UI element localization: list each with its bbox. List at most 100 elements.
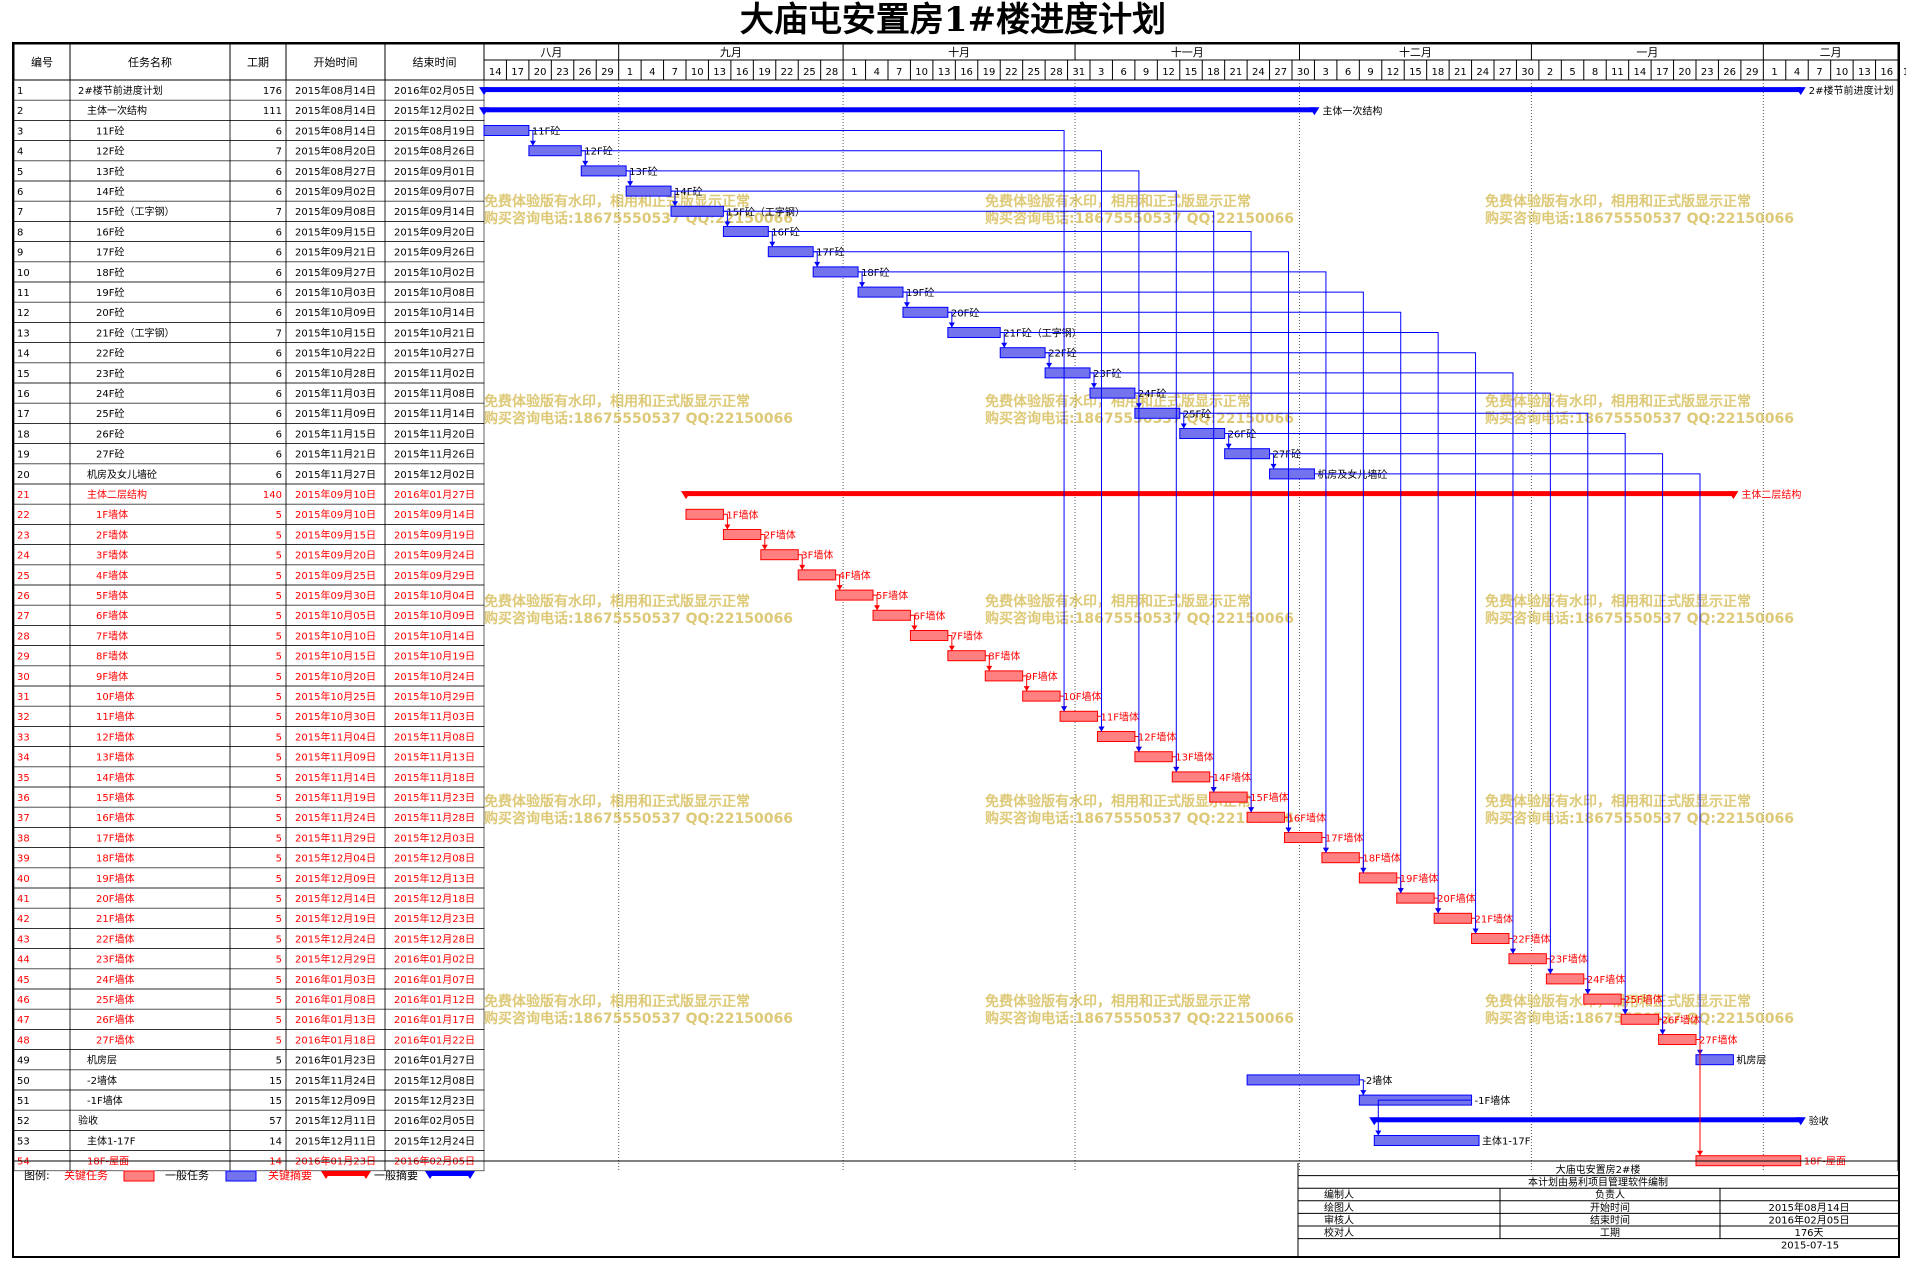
- row-start: 2016年01月18日: [295, 1033, 376, 1046]
- row-id: 40: [17, 874, 30, 885]
- row-duration: 5: [276, 631, 282, 642]
- row-duration: 14: [269, 1157, 282, 1168]
- month-label: 十二月: [1399, 45, 1432, 59]
- day-label: 27: [1274, 67, 1287, 78]
- row-end: 2016年02月05日: [394, 84, 475, 97]
- row-id: 43: [17, 934, 30, 945]
- row-start: 2015年10月05日: [295, 609, 376, 622]
- dependency-line: [947, 311, 1402, 894]
- row-id: 16: [17, 389, 30, 400]
- task-bar: [767, 246, 814, 258]
- row-duration: 5: [276, 773, 282, 784]
- table-cell: [69, 887, 231, 909]
- row-duration: 6: [276, 349, 282, 360]
- table-cell: [69, 726, 231, 747]
- row-duration: 6: [276, 389, 282, 400]
- dependency-line: [902, 291, 1364, 873]
- row-duration: 5: [276, 874, 282, 885]
- row-duration: 5: [276, 894, 282, 905]
- row-duration: 5: [276, 571, 282, 582]
- task-bar: [947, 650, 986, 662]
- watermark-line1: 免费体验版有水印，相用和正式版显示正常: [985, 993, 1251, 1010]
- task-bar: [1224, 448, 1271, 460]
- dependency-line: [835, 574, 841, 591]
- row-start: 2015年08月14日: [295, 124, 376, 137]
- row-duration: 5: [276, 510, 282, 521]
- day-label: 22: [781, 67, 794, 78]
- footer-cell: 2015年08月14日: [1769, 1201, 1850, 1214]
- bar-label: 22F墙体: [1512, 933, 1550, 946]
- row-end: 2015年10月09日: [394, 609, 475, 622]
- row-duration: 5: [276, 1015, 282, 1026]
- row-task-name: 3F墙体: [96, 549, 128, 562]
- row-id: 29: [17, 652, 30, 663]
- dependency-arrow: [1472, 928, 1479, 934]
- footer-cell: 负责人: [1595, 1188, 1625, 1201]
- watermark-line1: 免费体验版有水印，相用和正式版显示正常: [985, 193, 1251, 210]
- table-cell: [69, 261, 231, 283]
- task-bar: [1246, 1074, 1360, 1086]
- dependency-line: [723, 210, 1215, 793]
- dependency-arrow: [836, 585, 843, 591]
- dependency-arrow: [814, 261, 821, 267]
- day-label: 21: [1454, 67, 1467, 78]
- summary-cap-left: [681, 491, 691, 500]
- row-task-name: 22F砼: [96, 347, 124, 360]
- dependency-arrow: [1622, 1009, 1629, 1015]
- row-duration: 6: [276, 308, 282, 319]
- table-cell: [69, 928, 231, 949]
- footer-cell: 工期: [1600, 1227, 1620, 1239]
- row-task-name: 17F砼: [96, 246, 124, 259]
- day-label: 11: [1611, 67, 1624, 78]
- day-label: 25: [1028, 67, 1041, 78]
- day-label: 17: [1656, 67, 1669, 78]
- footer-cell: 编制人: [1324, 1188, 1354, 1201]
- row-start: 2015年11月09日: [295, 751, 376, 764]
- row-duration: 14: [269, 1136, 282, 1147]
- row-task-name: 20F墙体: [96, 892, 134, 905]
- day-label: 12: [1387, 67, 1400, 78]
- row-end: 2015年09月29日: [394, 569, 475, 582]
- row-id: 30: [17, 672, 30, 683]
- footer-cell: 校对人: [1324, 1226, 1354, 1239]
- row-end: 2015年09月01日: [394, 165, 475, 178]
- bar-label: 9F墙体: [1026, 670, 1058, 683]
- row-end: 2015年11月14日: [394, 407, 475, 420]
- day-label: 16: [1880, 67, 1893, 78]
- row-start: 2015年09月21日: [295, 246, 376, 259]
- task-bar: [1171, 771, 1211, 783]
- row-id: 25: [17, 571, 30, 582]
- day-label: 14: [1634, 67, 1647, 78]
- day-label: 24: [1476, 67, 1489, 78]
- bar-label: 主体二层结构: [1741, 488, 1801, 501]
- dependency-arrow: [1001, 342, 1008, 348]
- day-label: 15: [1409, 67, 1422, 78]
- row-duration: 6: [276, 268, 282, 279]
- day-label: 17: [511, 67, 524, 78]
- dependency-arrow: [724, 221, 731, 227]
- row-start: 2015年11月24日: [295, 1074, 376, 1087]
- day-label: 3: [1098, 67, 1104, 78]
- summary-bar: [484, 107, 1315, 113]
- row-duration: 140: [263, 490, 282, 501]
- legend-normal-summary-cap: [465, 1171, 475, 1179]
- row-duration: 57: [269, 1116, 282, 1127]
- row-duration: 15: [269, 1076, 282, 1087]
- bar-label: 23F墙体: [1549, 953, 1587, 966]
- row-end: 2015年11月28日: [394, 811, 475, 824]
- row-start: 2015年11月09日: [295, 407, 376, 420]
- dependency-arrow: [1547, 968, 1554, 974]
- row-duration: 6: [276, 126, 282, 137]
- day-label: 19: [983, 67, 996, 78]
- row-end: 2015年10月02日: [394, 266, 475, 279]
- row-start: 2015年10月09日: [295, 306, 376, 319]
- dependency-arrow: [986, 665, 993, 671]
- row-task-name: 验收: [78, 1114, 98, 1127]
- watermark-line1: 免费体验版有水印，相用和正式版显示正常: [484, 193, 750, 210]
- dependency-line: [626, 170, 1140, 752]
- row-end: 2015年12月02日: [394, 104, 475, 117]
- row-id: 22: [17, 510, 30, 521]
- row-task-name: 20F砼: [96, 306, 124, 319]
- row-task-name: 5F墙体: [96, 589, 128, 602]
